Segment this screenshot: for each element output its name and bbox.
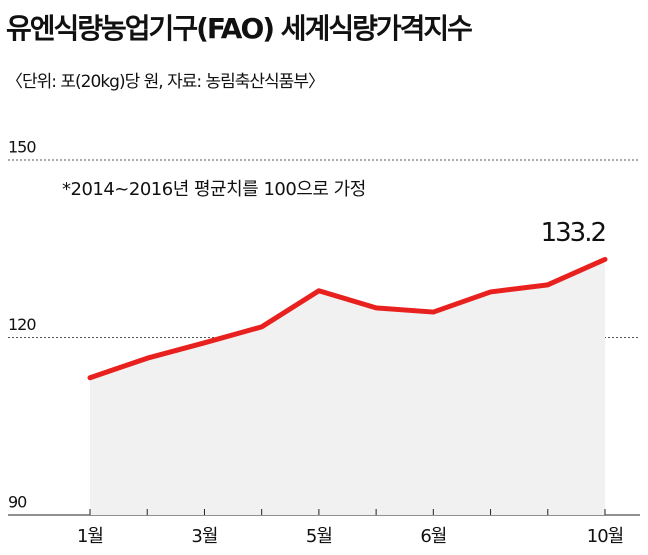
x-tick-label: 1월 <box>77 526 103 547</box>
value-label: 133.2 <box>541 218 605 248</box>
x-tick-label: 10월 <box>587 526 623 547</box>
x-tick-label: 5월 <box>306 526 332 547</box>
x-tick-label: 3월 <box>191 526 217 547</box>
chart-subtitle: 〈단위: 포(20kg)당 원, 자료: 농림축산식품부〉 <box>6 72 324 92</box>
y-tick-label: 150 <box>8 138 36 157</box>
chart-title: 유엔식량농업기구(FAO) 세계식량가격지수 <box>6 12 472 45</box>
line <box>87 256 608 381</box>
area <box>90 259 605 515</box>
x-tick-label: 6월 <box>420 526 446 547</box>
annotation: *2014~2016년 평균치를 100으로 가정 <box>62 179 366 200</box>
y-tick-label: 90 <box>8 493 27 512</box>
y-tick-label: 120 <box>8 315 36 334</box>
